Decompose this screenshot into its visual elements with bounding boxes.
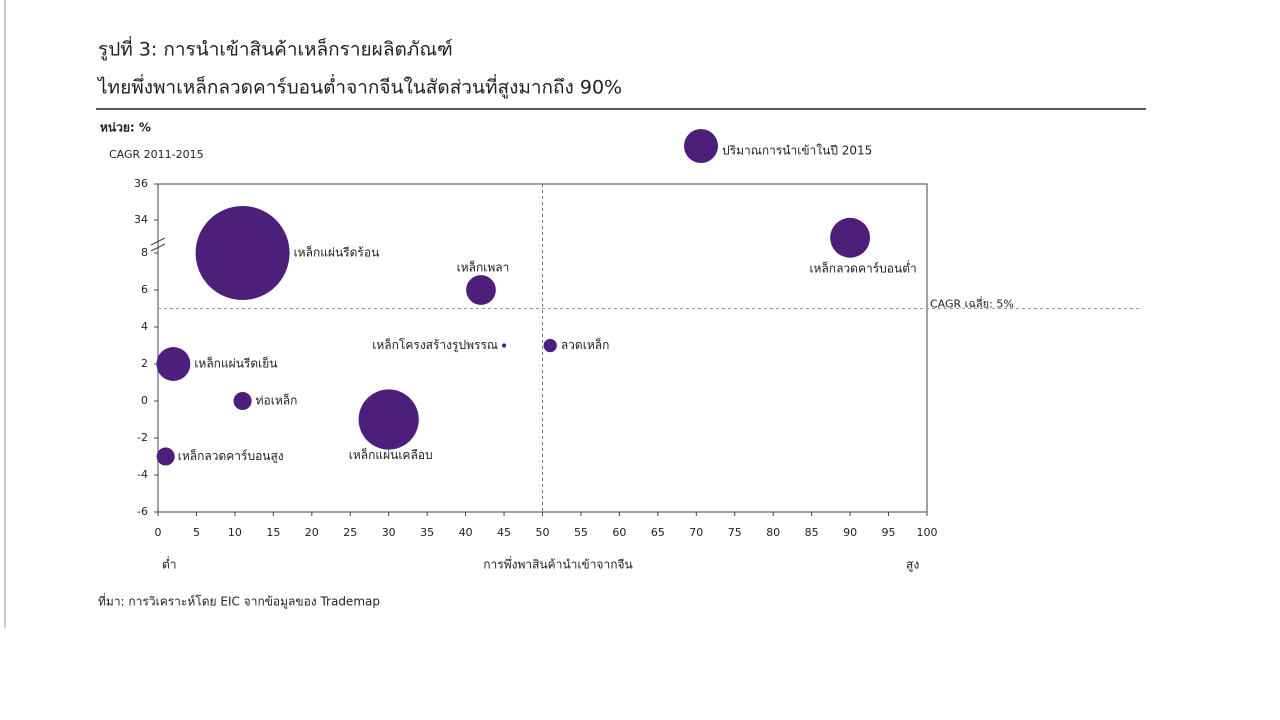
axis-break	[150, 237, 166, 252]
bubble-label: ท่อเหล็ก	[256, 393, 298, 408]
x-tick-label: 5	[193, 526, 200, 539]
x-tick-label: 25	[343, 526, 357, 539]
y-axis-label: CAGR 2011-2015	[109, 148, 204, 161]
x-high-label: สูง	[906, 558, 919, 573]
bubble-label: เหล็กเพลา	[457, 260, 510, 275]
x-tick-label: 90	[843, 526, 857, 539]
y-tick-label: 2	[141, 357, 148, 370]
x-tick-label: 95	[882, 526, 896, 539]
size-legend-label: ปริมาณการนำเข้าในปี 2015	[722, 144, 872, 158]
bubble	[501, 343, 507, 348]
x-tick-label: 100	[917, 526, 938, 539]
y-tick-label: 36	[134, 177, 148, 190]
y-tick-label: 4	[141, 320, 148, 333]
x-tick-label: 35	[420, 526, 434, 539]
bubble-label: เหล็กแผ่นรีดร้อน	[294, 245, 380, 260]
bubble-label: เหล็กลวดคาร์บอนสูง	[178, 448, 284, 464]
x-tick-label: 30	[382, 526, 396, 539]
x-tick-label: 75	[728, 526, 742, 539]
y-tick-label: -2	[137, 431, 148, 444]
source: ที่มา: การวิเคราะห์โดย EIC จากข้อมูลของ …	[98, 593, 380, 610]
chart-title: รูปที่ 3: การนำเข้าสินค้าเหล็กรายผลิตภัณ…	[98, 36, 453, 61]
bubble	[543, 338, 557, 353]
bubble	[156, 447, 175, 466]
bubble	[466, 275, 496, 305]
y-tick-label: 34	[134, 213, 148, 226]
bubble	[233, 391, 252, 411]
x-tick-label: 45	[497, 526, 511, 539]
y-tick-label: -6	[137, 505, 148, 518]
chart-subtitle: ไทยพึ่งพาเหล็กลวดคาร์บอนต่ำจากจีนในสัดส่…	[96, 74, 622, 99]
y-tick-label: 6	[141, 283, 148, 296]
x-tick-label: 85	[805, 526, 819, 539]
x-tick-label: 70	[689, 526, 703, 539]
x-low-label: ต่ำ	[162, 556, 177, 572]
unit-label: หน่วย: %	[100, 121, 151, 135]
x-axis-label: การพึ่งพาสินค้านำเข้าจากจีน	[483, 556, 632, 572]
bubble-label: เหล็กแผ่นรีดเย็น	[194, 356, 277, 371]
bubble-label: เหล็กแผ่นเคลือบ	[349, 447, 433, 462]
x-tick-label: 0	[155, 526, 162, 539]
bubble	[195, 206, 290, 300]
x-tick-label: 50	[536, 526, 550, 539]
bubble-label: เหล็กลวดคาร์บอนต่ำ	[809, 259, 916, 275]
y-tick-label: 0	[141, 394, 148, 407]
x-tick-label: 40	[459, 526, 473, 539]
x-tick-label: 60	[612, 526, 626, 539]
x-tick-label: 65	[651, 526, 665, 539]
size-legend-bubble	[684, 129, 718, 163]
bubble-label: เหล็กโครงสร้างรูปพรรณ	[372, 337, 498, 353]
x-tick-label: 15	[266, 526, 280, 539]
y-reference-label: CAGR เฉลี่ย: 5%	[930, 296, 1014, 311]
x-tick-label: 10	[228, 526, 242, 539]
y-tick-label: -4	[137, 468, 148, 481]
y-tick-label: 8	[141, 246, 148, 259]
x-tick-label: 55	[574, 526, 588, 539]
bubble	[156, 347, 191, 381]
x-tick-label: 20	[305, 526, 319, 539]
bubble-label: ลวดเหล็ก	[561, 337, 610, 352]
bubble	[830, 217, 871, 258]
bubble	[358, 389, 419, 450]
x-tick-label: 80	[766, 526, 780, 539]
